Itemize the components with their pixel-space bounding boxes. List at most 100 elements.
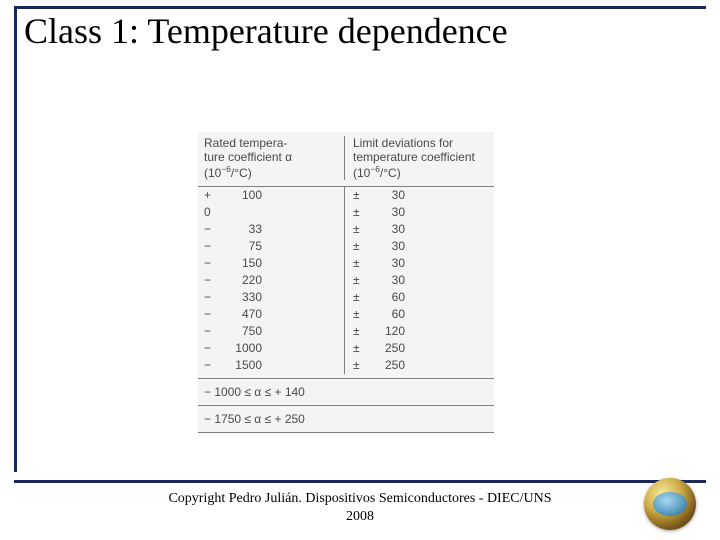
value: 750 [222, 323, 262, 340]
sign: + [204, 187, 222, 204]
deviation: 250 [371, 357, 405, 374]
unit-sup: −6 [221, 164, 231, 174]
value: 470 [222, 306, 262, 323]
range-row: − 1750 ≤ α ≤ + 250 [198, 406, 494, 433]
cell-coefficient: +100 [198, 187, 344, 204]
copyright: Copyright Pedro Julián. Dispositivos Sem… [0, 490, 720, 526]
plus-minus: ± [353, 238, 371, 255]
institution-logo [644, 478, 696, 530]
cell-deviation: ±250 [344, 357, 494, 374]
table-body: +100±300±30−33±30−75±30−150±30−220±30−33… [198, 187, 494, 379]
header-col1-line2: ture coefficient α [204, 150, 344, 164]
value: 100 [222, 187, 262, 204]
cell-coefficient: −150 [198, 255, 344, 272]
cell-deviation: ±250 [344, 340, 494, 357]
value: 75 [222, 238, 262, 255]
unit-suffix: /°C) [380, 166, 401, 180]
unit-prefix: (10 [204, 166, 221, 180]
value: 33 [222, 221, 262, 238]
cell-coefficient: −75 [198, 238, 344, 255]
table-row: −33±30 [198, 221, 494, 238]
value: 1500 [222, 357, 262, 374]
sign: − [204, 340, 222, 357]
header-col1-line1: Rated tempera- [204, 136, 344, 150]
footer-rule [14, 480, 706, 483]
copyright-line2: 2008 [0, 508, 720, 526]
deviation: 30 [371, 238, 405, 255]
cell-coefficient: −1000 [198, 340, 344, 357]
sign: − [204, 238, 222, 255]
plus-minus: ± [353, 357, 371, 374]
plus-minus: ± [353, 255, 371, 272]
deviation: 30 [371, 221, 405, 238]
table-row: +100±30 [198, 187, 494, 204]
table-row: −1500 ±250 [198, 357, 494, 374]
deviation: 30 [371, 272, 405, 289]
value: 1000 [222, 340, 262, 357]
deviation: 60 [371, 289, 405, 306]
deviation: 250 [371, 340, 405, 357]
logo-inner-disc [653, 492, 687, 516]
plus-minus: ± [353, 204, 371, 221]
deviation: 30 [371, 187, 405, 204]
cell-deviation: ±30 [344, 255, 494, 272]
unit-prefix: (10 [353, 166, 370, 180]
logo-outer-ring [644, 478, 696, 530]
plus-minus: ± [353, 306, 371, 323]
temperature-table: Rated tempera- ture coefficient α (10−6/… [198, 132, 494, 433]
cell-deviation: ±30 [344, 238, 494, 255]
cell-deviation: ±60 [344, 306, 494, 323]
plus-minus: ± [353, 272, 371, 289]
value [222, 204, 262, 221]
cell-deviation: ±60 [344, 289, 494, 306]
sign: − [204, 272, 222, 289]
cell-coefficient: −750 [198, 323, 344, 340]
table-row: −330±60 [198, 289, 494, 306]
value: 150 [222, 255, 262, 272]
sign: 0 [204, 204, 222, 221]
sign: − [204, 255, 222, 272]
deviation: 60 [371, 306, 405, 323]
header-col2: Limit deviations for temperature coeffic… [344, 136, 494, 180]
header-col2-line3: (10−6/°C) [353, 164, 494, 180]
value: 220 [222, 272, 262, 289]
value: 330 [222, 289, 262, 306]
plus-minus: ± [353, 221, 371, 238]
cell-deviation: ±30 [344, 272, 494, 289]
table-row: 0 ±30 [198, 204, 494, 221]
cell-coefficient: −470 [198, 306, 344, 323]
table-row: −150±30 [198, 255, 494, 272]
table-row: −75±30 [198, 238, 494, 255]
range-row: − 1000 ≤ α ≤ + 140 [198, 379, 494, 406]
plus-minus: ± [353, 289, 371, 306]
deviation: 30 [371, 255, 405, 272]
cell-coefficient: −33 [198, 221, 344, 238]
table-row: −750±120 [198, 323, 494, 340]
sign: − [204, 323, 222, 340]
header-col1-line3: (10−6/°C) [204, 164, 344, 180]
sign: − [204, 357, 222, 374]
copyright-line1: Copyright Pedro Julián. Dispositivos Sem… [0, 490, 720, 508]
unit-sup: −6 [370, 164, 380, 174]
sign: − [204, 306, 222, 323]
table-row: −1000±250 [198, 340, 494, 357]
plus-minus: ± [353, 323, 371, 340]
cell-deviation: ±30 [344, 204, 494, 221]
slide-title: Class 1: Temperature dependence [24, 10, 508, 52]
cell-coefficient: −330 [198, 289, 344, 306]
deviation: 120 [371, 323, 405, 340]
plus-minus: ± [353, 340, 371, 357]
title-container: Class 1: Temperature dependence [24, 10, 516, 52]
cell-deviation: ±120 [344, 323, 494, 340]
header-col2-line2: temperature coefficient [353, 150, 494, 164]
table-row: −470±60 [198, 306, 494, 323]
deviation: 30 [371, 204, 405, 221]
table-row: −220 ±30 [198, 272, 494, 289]
cell-coefficient: 0 [198, 204, 344, 221]
table-header: Rated tempera- ture coefficient α (10−6/… [198, 132, 494, 187]
header-col2-line1: Limit deviations for [353, 136, 494, 150]
sign: − [204, 221, 222, 238]
cell-deviation: ±30 [344, 187, 494, 204]
cell-deviation: ±30 [344, 221, 494, 238]
header-col1: Rated tempera- ture coefficient α (10−6/… [198, 136, 344, 180]
